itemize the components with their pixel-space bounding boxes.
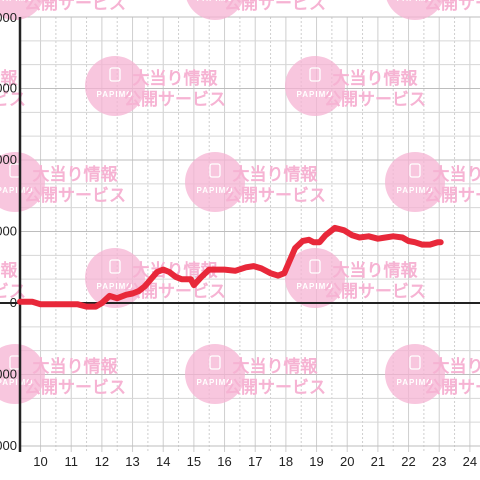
phone-icon: [409, 163, 421, 178]
series-layer: [17, 224, 444, 310]
y-tick-label: 12,000: [0, 10, 17, 25]
x-tick-label: 11: [64, 454, 78, 469]
watermark-line1: 大当り情報: [233, 356, 319, 377]
watermark-logo-text: PAPIMO: [97, 282, 134, 291]
watermark-logo-text: PAPIMO: [97, 90, 134, 99]
watermark-circle: [385, 344, 445, 404]
watermark-logo-text: PAPIMO: [0, 378, 33, 387]
y-tick-label: 9,000: [0, 81, 17, 96]
watermark-circle: [285, 248, 345, 308]
watermark-logo-text: PAPIMO: [397, 186, 434, 195]
y-tick-label: -3,000: [0, 367, 17, 382]
watermark-logo-text: PAPIMO: [197, 186, 234, 195]
watermark-line1: 大当り情報: [333, 260, 419, 281]
watermark-circle: [385, 152, 445, 212]
watermark-circle: [185, 152, 245, 212]
watermark-circle: [185, 344, 245, 404]
phone-icon: [209, 355, 221, 370]
watermark-circle: [186, 0, 244, 20]
x-tick-label: 22: [401, 454, 415, 469]
series-line: [17, 224, 444, 310]
x-tick-label: 15: [187, 454, 201, 469]
x-tick-label: 18: [279, 454, 293, 469]
y-tick-label: 3,000: [0, 224, 17, 239]
watermark-line1: 大当り情報: [133, 68, 219, 89]
watermark-line1: 大当り情報: [33, 164, 119, 185]
watermark-line1: 大当り情報: [433, 164, 480, 185]
x-tick-label: 14: [156, 454, 170, 469]
x-tick-label: 19: [309, 454, 323, 469]
watermark-line1: 大当り情報: [33, 356, 119, 377]
y-tick-labels: 12,000 9,000 6,000 3,000 0 -3,000 -6,000: [0, 10, 17, 453]
watermark-logo-text: PAPIMO: [0, 186, 33, 195]
watermark-circle: [0, 0, 44, 20]
watermark-layer: PAPIMO大当り情報公開サービスPAPIMO大当り情報公開サービスPAPIMO…: [0, 0, 480, 404]
x-tick-label: 16: [217, 454, 231, 469]
watermark-line2: 公開サービス: [424, 186, 480, 206]
watermark-logo-text: PAPIMO: [397, 378, 434, 387]
watermark-logo-text: PAPIMO: [297, 282, 334, 291]
watermark-line2: 公開サービス: [424, 0, 480, 14]
watermark-line1: 大当り情報: [433, 356, 480, 377]
watermark-line1: 大当り情報: [0, 68, 18, 89]
watermark-logo-text: PAPIMO: [197, 378, 234, 387]
watermark-circle: [0, 344, 45, 404]
y-tick-label: 0: [10, 295, 17, 310]
x-tick-label: 10: [33, 454, 47, 469]
watermark-line1: 大当り情報: [0, 260, 18, 281]
x-tick-label: 24: [463, 454, 477, 469]
watermark-line2: 公開サービス: [124, 282, 226, 302]
x-tick-label: 20: [340, 454, 354, 469]
phone-icon: [309, 67, 321, 82]
watermark-line2: 公開サービス: [124, 90, 226, 110]
x-tick-label: 13: [125, 454, 139, 469]
watermark-logo-text: PAPIMO: [197, 0, 234, 3]
watermark-line2: 公開サービス: [24, 186, 126, 206]
watermark-line2: 公開サービス: [424, 378, 480, 398]
watermark-circle: [386, 0, 444, 20]
watermark-logo-text: PAPIMO: [397, 0, 434, 3]
watermark-line2: 公開サービス: [224, 0, 326, 14]
phone-icon: [309, 259, 321, 274]
watermark-circle: [285, 56, 345, 116]
watermark-line1: 大当り情報: [333, 68, 419, 89]
watermark-circle: [85, 56, 145, 116]
y-tick-label: -6,000: [0, 438, 17, 453]
x-tick-label: 17: [248, 454, 262, 469]
watermark-line2: 公開サービス: [324, 282, 426, 302]
y-tick-label: 6,000: [0, 152, 17, 167]
watermark-circle: [0, 152, 45, 212]
watermark-line2: 公開サービス: [324, 90, 426, 110]
phone-icon: [209, 163, 221, 178]
watermark-line1: 大当り情報: [233, 164, 319, 185]
watermark-line2: 公開サービス: [224, 186, 326, 206]
x-tick-labels: 10 11 12 13 14 15 16 17 18 19 20 21 22 23 24: [33, 454, 477, 469]
phone-icon: [109, 259, 121, 274]
watermark-line2: 公開サービス: [24, 378, 126, 398]
watermark-line2: 公開サービス: [24, 0, 126, 14]
x-tick-label: 23: [432, 454, 446, 469]
phone-icon: [109, 67, 121, 82]
x-tick-label: 21: [371, 454, 385, 469]
watermark-line2: 公開サービス: [224, 378, 326, 398]
watermark-logo-text: PAPIMO: [297, 90, 334, 99]
watermark-logo-text: PAPIMO: [0, 0, 33, 3]
phone-icon: [409, 355, 421, 370]
x-tick-label: 12: [95, 454, 109, 469]
